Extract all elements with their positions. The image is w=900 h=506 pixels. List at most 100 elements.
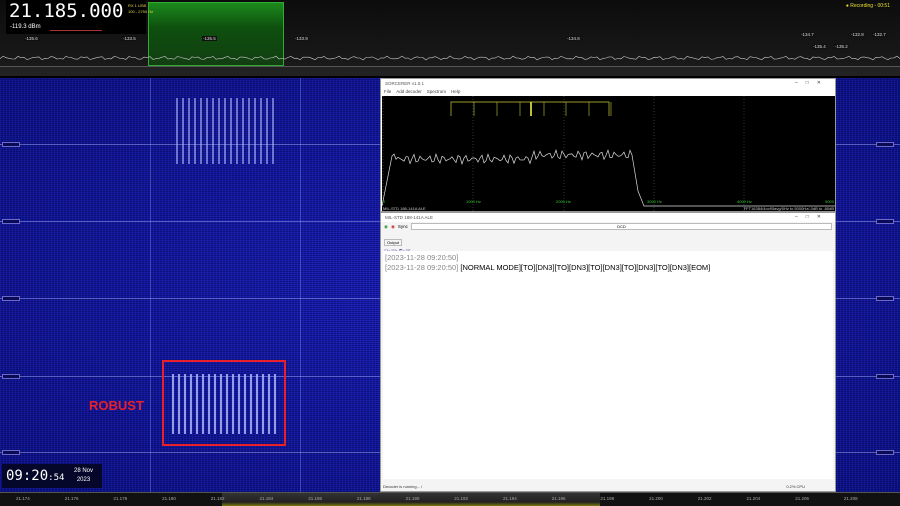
level-unit: dBm: [28, 24, 41, 30]
clock-time: 09:20: [6, 468, 49, 484]
mode: RX 1 USB: [128, 3, 147, 8]
output-line: [2023-11-28 09:20:50] [NORMAL MODE][TO][…: [385, 263, 831, 273]
peak-marker[interactable]: -133.5: [122, 36, 137, 41]
sync-indicator: DCD: [410, 223, 832, 230]
signal-level: -119.3: [10, 24, 27, 30]
scale-tick: 21.204: [746, 496, 761, 501]
peak-marker[interactable]: -135.2: [834, 44, 849, 49]
menu-bar: File Add decoder Spectrum Help: [381, 88, 835, 96]
audio-spectrum-trace: [381, 96, 835, 211]
audio-spectrum-line: [381, 149, 835, 207]
spectrum-panel[interactable]: 21.185.000 RX 1 USB 100 - 2750 Hz -119.3 …: [0, 0, 900, 76]
scale-tick: 21.190: [405, 496, 420, 501]
time-marker: [2, 296, 20, 301]
scale-tick: 21.182: [210, 496, 225, 501]
visible-range[interactable]: [222, 493, 600, 506]
frequency[interactable]: 21.185.000: [9, 0, 124, 22]
window-title: SORCERER v1.0.1: [385, 81, 425, 86]
window-controls[interactable]: –□✕: [795, 80, 829, 86]
decoder-name: MIL-STD 188-141A ALE: [383, 206, 426, 211]
stop-icon[interactable]: ◉: [390, 223, 395, 229]
audio-spectrum[interactable]: 0 1000 Hz 2000 Hz 3000 Hz 4000 Hz 5000 M…: [381, 96, 835, 211]
menu-file[interactable]: File: [384, 89, 392, 94]
cpu-usage: 0.2% CPU: [786, 484, 805, 489]
tab-output[interactable]: Output: [384, 239, 403, 246]
bandwidth: 100 - 2750 Hz: [128, 9, 154, 14]
scale-tick: 21.208: [843, 496, 858, 501]
scale-tick: 21.188: [356, 496, 371, 501]
clock-day: 28 Nov: [74, 468, 94, 474]
time-marker: [2, 450, 20, 455]
scale-tick: 21.186: [308, 496, 322, 501]
scale-tick: 21.200: [649, 496, 663, 501]
highlight-box: [162, 360, 286, 446]
time-marker: [876, 374, 894, 379]
time-marker: [2, 142, 20, 147]
scale-tick: 21.198: [600, 496, 615, 501]
menu-help[interactable]: Help: [451, 89, 461, 94]
scale-tick: 21.194: [503, 496, 517, 501]
scale-tick: 21.202: [697, 496, 712, 501]
clock-seconds: :54: [48, 473, 65, 483]
time-marker: [876, 296, 894, 301]
window-controls[interactable]: –□✕: [795, 214, 829, 220]
spectrum-trace: [0, 55, 900, 61]
decoder-status: Decoder is running... /: [383, 484, 423, 489]
start-icon[interactable]: ◉: [384, 223, 388, 229]
signal-burst: [176, 98, 276, 164]
peak-marker[interactable]: -132.7: [872, 32, 887, 37]
sync-value: DCD: [617, 224, 626, 229]
timestamp: [2023-11-28 09:20:50]: [385, 253, 459, 262]
scale-tick: 21.196: [551, 496, 566, 501]
peak-marker[interactable]: -135.4: [812, 44, 827, 49]
fft-settings: FFT16384/4ovf/5avg/0Hz to 5000Hz/-0dB to…: [743, 206, 834, 211]
robust-label: ROBUST: [89, 398, 144, 413]
scale-tick: 21.192: [454, 496, 469, 501]
spectrum-line: [0, 55, 900, 61]
peak-marker[interactable]: -135.5: [202, 36, 217, 41]
time-marker: [2, 374, 20, 379]
scale-tick: 21.206: [795, 496, 809, 501]
bottom-frequency-scale[interactable]: 21.174 21.176 21.178 21.180 21.182 21.184 21.1…: [0, 492, 900, 506]
scale-tick: 21.176: [64, 496, 79, 501]
menu-add-decoder[interactable]: Add decoder: [396, 89, 422, 94]
peak-marker[interactable]: -133.9: [294, 36, 309, 41]
peak-marker[interactable]: -134.7: [800, 32, 815, 37]
axis-label: 4000 Hz: [737, 199, 752, 204]
clock: 09:20:54 28 Nov 2023: [2, 464, 102, 488]
peak-marker[interactable]: -134.8: [566, 36, 581, 41]
output-line: [2023-11-28 09:20:50]: [385, 253, 831, 263]
sync-label: Sync: [397, 223, 408, 229]
scale-tick: 21.174: [16, 496, 30, 501]
axis-label: 5000: [825, 199, 834, 204]
timestamp: [2023-11-28 09:20:50]: [385, 263, 459, 272]
decoder-window[interactable]: MIL-STD 188-141A ALE –□✕ ◉ ◉ Sync DCD Outp…: [380, 212, 836, 492]
peak-marker[interactable]: -132.8: [850, 32, 865, 37]
time-marker: [876, 142, 894, 147]
scale-tick: 21.178: [113, 496, 128, 501]
top-frequency-scale[interactable]: [0, 66, 900, 76]
time-marker: [876, 450, 894, 455]
axis-label: 2000 Hz: [556, 199, 571, 204]
scale-tick: 21.184: [259, 496, 274, 501]
sorcerer-window[interactable]: SORCERER v1.0.1 –□✕ File Add decoder Spectr…: [380, 78, 836, 212]
frequency-display[interactable]: 21.185.000 RX 1 USB 100 - 2750 Hz: [6, 0, 153, 34]
decoder-output[interactable]: [2023-11-28 09:20:50] [2023-11-28 09:20:…: [383, 251, 833, 479]
signal-burst: [172, 374, 280, 434]
s-meter: [50, 23, 102, 31]
recording-label: Recording - 00:51: [850, 3, 890, 9]
menu-spectrum[interactable]: Spectrum: [426, 89, 447, 94]
scale-tick: 21.180: [162, 496, 176, 501]
message: [NORMAL MODE][TO][DN3][TO][DN3][TO][DN3]…: [460, 263, 711, 272]
window-title: MIL-STD 188-141A ALE: [385, 215, 434, 220]
axis-label: 1000 Hz: [466, 199, 481, 204]
peak-marker[interactable]: -135.6: [24, 36, 39, 41]
time-marker: [876, 219, 894, 224]
axis-label: 0: [383, 199, 386, 204]
recording-status[interactable]: ● Recording - 00:51: [845, 3, 890, 9]
clock-year: 2023: [76, 477, 91, 483]
passband-filter[interactable]: [148, 2, 284, 66]
tone-markers: [450, 101, 612, 116]
time-marker: [2, 219, 20, 224]
axis-label: 3000 Hz: [647, 199, 662, 204]
